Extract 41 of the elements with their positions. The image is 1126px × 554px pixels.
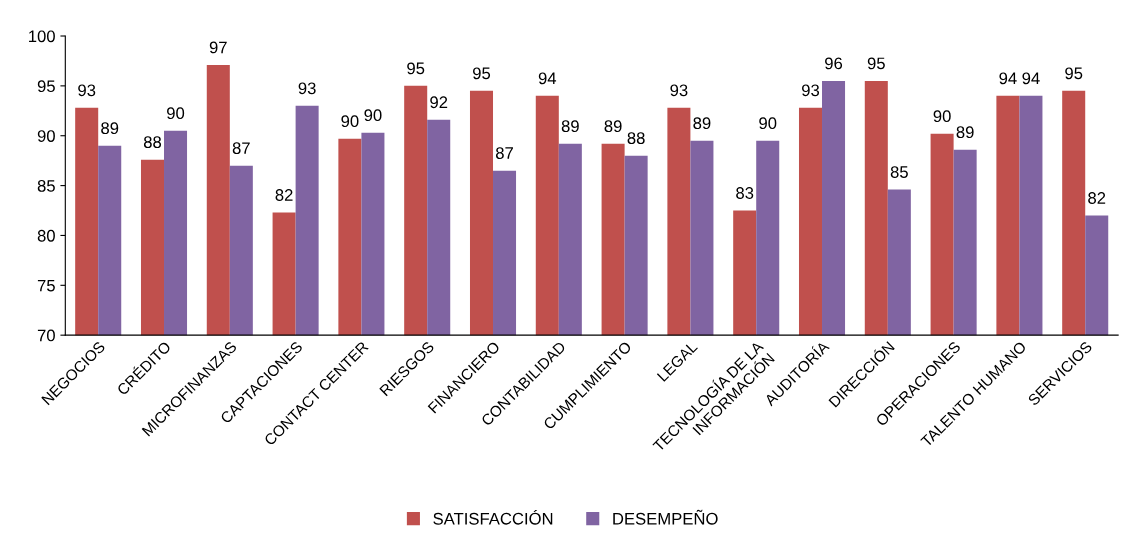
y-tick-label: 95 xyxy=(37,80,55,93)
y-tick-label: 90 xyxy=(37,130,55,142)
y-tick-label: 80 xyxy=(37,229,55,242)
data-label: 95 xyxy=(867,57,885,70)
data-label: 87 xyxy=(495,147,513,159)
data-label: 85 xyxy=(890,166,908,178)
data-label: 93 xyxy=(802,84,820,97)
legend-label: DESEMPEÑO xyxy=(613,509,718,525)
data-label: 92 xyxy=(430,96,448,109)
data-label: 93 xyxy=(78,84,96,97)
legend-label: SATISFACCIÓN xyxy=(433,510,553,525)
y-tick-label: 75 xyxy=(37,279,55,292)
y-tick-label: 85 xyxy=(37,179,55,192)
data-label: 89 xyxy=(693,117,711,130)
data-label: 90 xyxy=(167,107,185,120)
data-label: 88 xyxy=(143,136,162,149)
data-label: 96 xyxy=(825,57,843,70)
y-tick-label: 100 xyxy=(29,30,55,43)
data-label: 97 xyxy=(209,41,227,54)
data-label: 93 xyxy=(670,84,688,97)
data-label: 89 xyxy=(956,126,974,139)
data-label: 88 xyxy=(627,132,645,145)
data-label: 93 xyxy=(298,82,316,95)
data-label: 89 xyxy=(101,122,119,135)
y-tick-label: 70 xyxy=(37,329,55,342)
data-label: 95 xyxy=(407,62,425,75)
data-label: 83 xyxy=(736,187,754,199)
data-label: 90 xyxy=(933,110,951,123)
data-label: 90 xyxy=(341,115,359,128)
data-label: 89 xyxy=(561,120,579,133)
data-label: 90 xyxy=(364,109,382,122)
data-label: 95 xyxy=(473,67,491,80)
data-label: 82 xyxy=(275,189,293,201)
data-label: 90 xyxy=(759,117,777,130)
data-label: 94 xyxy=(1022,72,1040,85)
data-label: 95 xyxy=(1065,67,1083,80)
data-label: 94 xyxy=(999,72,1017,85)
data-label: 89 xyxy=(604,120,622,133)
data-label: 82 xyxy=(1088,192,1106,204)
data-label: 87 xyxy=(232,142,250,155)
data-label: 94 xyxy=(538,72,557,85)
